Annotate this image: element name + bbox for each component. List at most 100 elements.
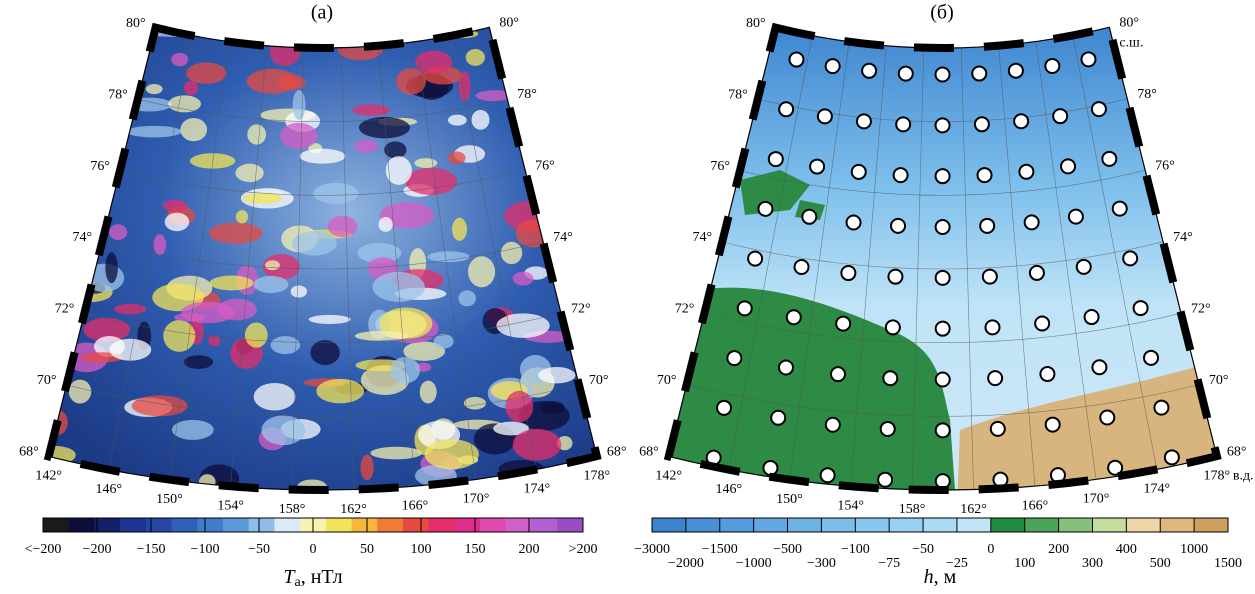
station-marker (1040, 367, 1054, 381)
station-marker (878, 473, 892, 487)
lat-label: 68° (19, 445, 39, 460)
station-marker (787, 310, 801, 324)
colorbar-title: Tа, нТл (283, 566, 342, 591)
lat-label: 72° (1191, 301, 1211, 316)
anomaly-patch (180, 118, 207, 141)
station-marker (936, 118, 950, 132)
anomaly-patch (425, 439, 479, 469)
colorbar-segment (1059, 518, 1093, 532)
station-marker (1030, 266, 1044, 280)
lat-label: 72° (675, 302, 695, 317)
lat-label: 70° (37, 373, 57, 388)
anomaly-patch (277, 75, 305, 91)
station-marker (980, 219, 994, 233)
colorbar-tick-label: >200 (569, 542, 598, 557)
lon-label: 166° (1022, 498, 1049, 513)
station-marker (818, 109, 832, 123)
colorbar-segment (557, 518, 583, 532)
lat-label: 74° (553, 230, 573, 245)
colorbar-segment (172, 518, 198, 532)
anomaly-patch (360, 455, 373, 481)
anomaly-patch (466, 49, 485, 66)
colorbar-segment (197, 518, 223, 532)
lat-label: 78° (108, 87, 128, 102)
page: {"panels": [ {"label": "(а)", "lat_label… (0, 0, 1255, 594)
anomaly-patch (355, 139, 378, 152)
colorbar-tick-label: −2000 (668, 556, 704, 571)
lon-label: 166° (402, 498, 429, 513)
station-marker (978, 168, 992, 182)
station-marker (831, 367, 845, 381)
lon-label: 154° (837, 499, 864, 514)
station-marker (1045, 59, 1059, 73)
anomaly-patch (309, 315, 351, 324)
station-marker (1100, 410, 1114, 424)
station-marker (1019, 165, 1033, 179)
station-marker (891, 219, 905, 233)
colorbar-tick-label: −75 (878, 556, 900, 571)
colorbar-segment (991, 518, 1025, 532)
map-panel: (б)80°80°78°78°76°76°74°74°72°72°70°70°6… (634, 2, 1254, 588)
anomaly-patch (420, 381, 437, 404)
lon-label: 178° (1204, 468, 1231, 483)
colorbar-unit: , м (934, 566, 957, 588)
colorbar-tick-label: −500 (773, 542, 802, 557)
colorbar-segment (889, 518, 923, 532)
lon-label: 146° (715, 482, 742, 497)
station-marker (1035, 316, 1049, 330)
colorbar-segment (855, 518, 889, 532)
anomaly-patch (280, 123, 317, 149)
anomaly-patch (174, 313, 205, 322)
station-marker (972, 67, 986, 81)
lat-label: 80° (499, 16, 519, 31)
station-marker (1025, 215, 1039, 229)
colorbar-segment (274, 518, 300, 532)
lon-unit: в.д. (1233, 468, 1254, 483)
station-marker (758, 202, 772, 216)
station-marker (789, 53, 803, 67)
lon-label: 162° (340, 502, 367, 517)
colorbar-segment (923, 518, 957, 532)
colorbar-tick-label: 50 (360, 542, 374, 557)
station-marker (779, 360, 793, 374)
station-marker (717, 401, 731, 415)
lon-label: 154° (217, 499, 244, 514)
panel-label: (а) (311, 2, 333, 24)
colorbar-segment (403, 518, 429, 532)
anomaly-patch (184, 81, 198, 96)
lat-label: 76° (535, 158, 555, 173)
colorbar-tick-label: 150 (465, 542, 486, 557)
station-marker (991, 422, 1005, 436)
anomaly-patch (415, 51, 452, 74)
station-marker (983, 270, 997, 284)
colorbar-segment (686, 518, 720, 532)
colorbar-segment (352, 518, 378, 532)
station-marker (826, 418, 840, 432)
colorbar-tick-label: −300 (807, 556, 836, 571)
colorbar-segment (326, 518, 352, 532)
anomaly-patch (171, 53, 188, 66)
anomaly-patch (270, 39, 300, 66)
colorbar-tick-label: 0 (987, 542, 994, 557)
colorbar-symbol: h (924, 566, 934, 588)
colorbar-segment (94, 518, 120, 532)
colorbar-segment (957, 518, 991, 532)
station-marker (727, 351, 741, 365)
colorbar-segment (754, 518, 788, 532)
anomaly-patch (146, 84, 163, 94)
station-marker (1077, 260, 1091, 274)
colorbar-unit: , нТл (301, 566, 343, 588)
anomaly-patch (513, 429, 562, 461)
colorbar-tick-label: 0 (310, 542, 317, 557)
station-marker (1123, 251, 1137, 265)
station-marker (1069, 210, 1083, 224)
lon-label: 170° (463, 492, 490, 507)
anomaly-patch (109, 224, 127, 240)
anomaly-patch (168, 95, 201, 112)
colorbar-segment (1092, 518, 1126, 532)
lat-label: 78° (728, 87, 748, 102)
anomaly-patch (291, 285, 307, 297)
station-marker (936, 372, 950, 386)
colorbar-tick-label: 100 (411, 542, 432, 557)
colorbar-tick-label: 500 (1150, 556, 1171, 571)
